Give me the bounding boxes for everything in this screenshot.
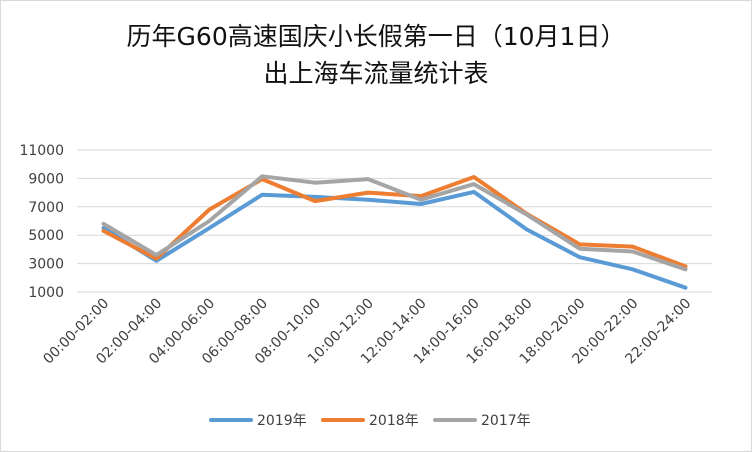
gridlines — [77, 149, 712, 293]
legend-label: 2018年 — [369, 413, 419, 429]
y-tick-label: 3000 — [28, 257, 64, 273]
y-tick-label: 5000 — [28, 228, 64, 244]
y-tick-label: 1000 — [28, 285, 64, 301]
y-tick-label: 11000 — [19, 143, 64, 159]
series-line-2018 — [101, 175, 688, 269]
x-axis-ticks: 00:00-02:0002:00-04:0004:00-06:0006:00-0… — [40, 296, 694, 368]
series-line-2019 — [101, 189, 688, 290]
series-line-2017 — [101, 174, 688, 272]
y-tick-label: 7000 — [28, 200, 64, 216]
chart-title-line2: 出上海车流量统计表 — [263, 59, 489, 88]
legend-label: 2017年 — [481, 413, 531, 429]
chart-title: 历年G60高速国庆小长假第一日（10月1日） 出上海车流量统计表 — [0, 18, 752, 92]
y-axis-ticks: 1000 3000 5000 7000 9000 11000 — [19, 143, 64, 301]
y-tick-label: 9000 — [28, 171, 64, 187]
legend-label: 2019年 — [257, 413, 307, 429]
series-lines — [101, 174, 688, 290]
legend: 2019年 2018年 2017年 — [209, 413, 531, 429]
chart-title-line1: 历年G60高速国庆小长假第一日（10月1日） — [126, 22, 626, 51]
